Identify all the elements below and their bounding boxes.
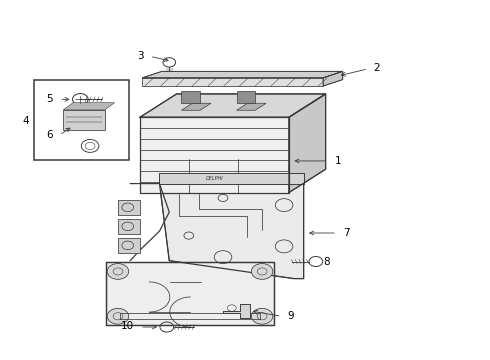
Polygon shape	[118, 219, 140, 234]
Polygon shape	[223, 304, 250, 318]
Text: 3: 3	[137, 50, 144, 60]
Text: 2: 2	[373, 63, 380, 73]
Polygon shape	[237, 103, 266, 110]
Polygon shape	[118, 200, 140, 215]
Polygon shape	[143, 78, 323, 86]
Text: 5: 5	[47, 94, 53, 104]
Text: 4: 4	[23, 116, 29, 126]
Polygon shape	[181, 103, 211, 110]
Circle shape	[251, 264, 273, 279]
Text: 8: 8	[323, 257, 330, 266]
Circle shape	[107, 309, 129, 324]
Polygon shape	[118, 238, 140, 252]
Text: DELPHI: DELPHI	[206, 176, 223, 181]
Circle shape	[251, 309, 273, 324]
Text: 6: 6	[47, 130, 53, 140]
Polygon shape	[181, 91, 200, 103]
Polygon shape	[237, 91, 255, 103]
Polygon shape	[106, 262, 274, 325]
Polygon shape	[63, 103, 115, 110]
Polygon shape	[143, 71, 343, 78]
Polygon shape	[140, 117, 289, 193]
Polygon shape	[63, 110, 105, 130]
Polygon shape	[159, 173, 304, 184]
Text: 1: 1	[334, 156, 341, 166]
Bar	[34, 80, 129, 160]
Polygon shape	[140, 94, 326, 117]
Polygon shape	[289, 94, 326, 193]
Circle shape	[107, 264, 129, 279]
Text: 10: 10	[121, 321, 134, 331]
Text: 9: 9	[288, 311, 294, 320]
Polygon shape	[323, 71, 343, 86]
Text: 7: 7	[343, 228, 349, 238]
Polygon shape	[159, 184, 304, 279]
